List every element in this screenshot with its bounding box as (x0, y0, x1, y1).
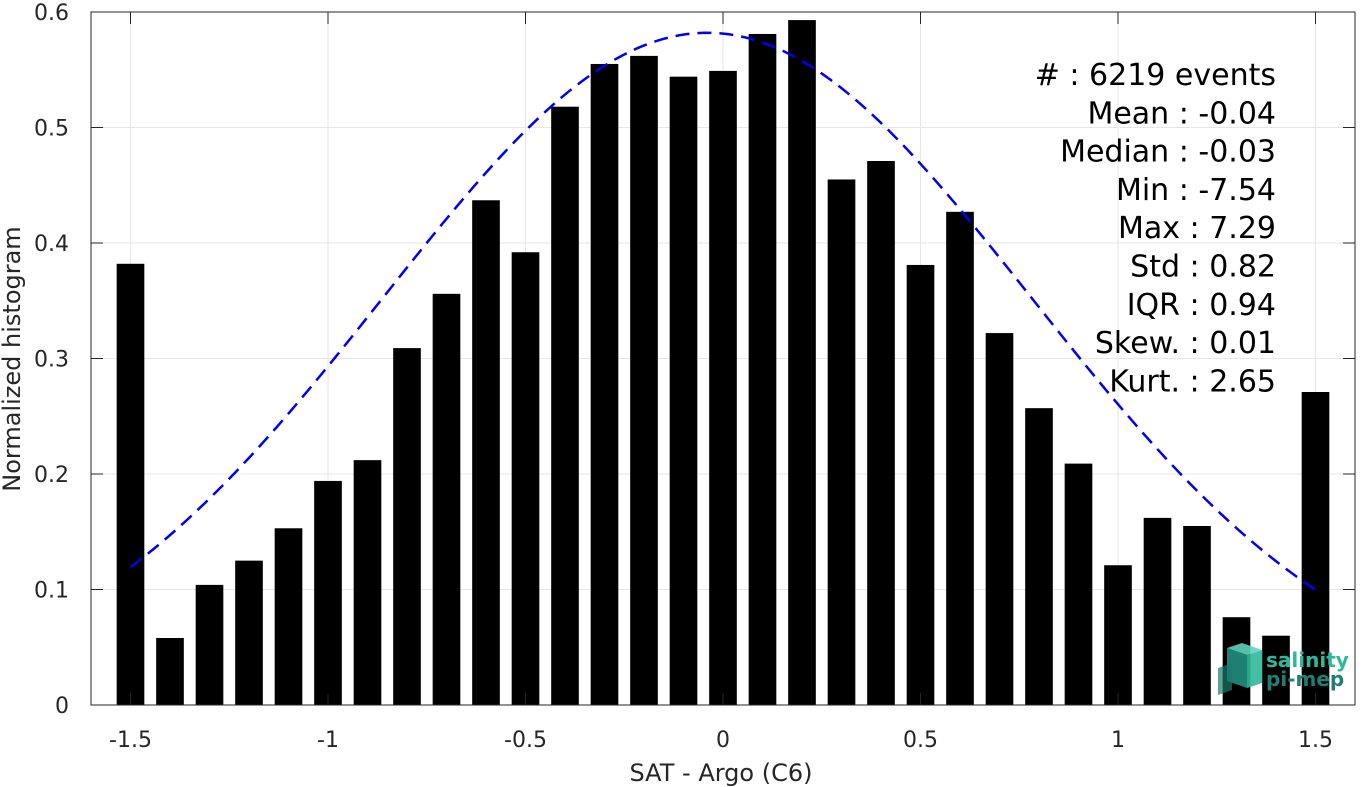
x-tick-label: -0.5 (504, 728, 547, 753)
histogram-bar (1025, 408, 1053, 705)
cube-logo-icon (1218, 643, 1262, 695)
x-tick-label: 1 (1111, 728, 1125, 753)
histogram-bar (946, 211, 974, 705)
histogram-bar (1183, 525, 1211, 705)
logo-text-line1: salinity (1266, 648, 1349, 672)
y-tick-labels: 0 0.1 0.2 0.3 0.4 0.5 0.6 (34, 1, 69, 719)
y-tick-label: 0 (55, 694, 69, 719)
histogram-bar (709, 70, 737, 705)
y-axis-label: Normalized histogram (0, 226, 26, 491)
y-tick-label: 0.5 (34, 117, 69, 142)
histogram-bar (393, 348, 421, 705)
y-tick-label: 0.1 (34, 579, 69, 604)
axis-ticks (91, 11, 1355, 706)
x-axis-label: SAT - Argo (C6) (630, 759, 813, 787)
x-tick-label: -1.5 (109, 728, 152, 753)
x-tick-label: 1.5 (1298, 728, 1333, 753)
y-tick-label: 0.3 (34, 348, 69, 373)
salinity-pimep-logo: salinity pi-mep (1218, 643, 1349, 695)
histogram-bar (235, 560, 263, 705)
stat-line: Kurt. : 2.65 (1109, 364, 1276, 399)
histogram-bar (1262, 635, 1290, 705)
histogram-bar (906, 264, 935, 705)
stat-line: Skew. : 0.01 (1095, 326, 1276, 361)
gaussian-fit-curve (129, 31, 1317, 591)
y-tick-label: 0.2 (34, 463, 69, 488)
histogram-bar (985, 333, 1014, 705)
histogram-bar (116, 263, 145, 705)
histogram-bar (590, 63, 619, 706)
x-tick-labels: -1.5 -1 -0.5 0 0.5 1 1.5 (109, 728, 1333, 753)
stat-line: IQR : 0.94 (1127, 288, 1276, 323)
stat-line: # : 6219 events (1035, 58, 1276, 93)
histogram-bar (472, 200, 500, 705)
histogram-bar (669, 76, 698, 706)
histogram-bar (1104, 565, 1132, 705)
y-tick-label: 0.6 (34, 1, 69, 26)
histogram-bar (827, 179, 856, 706)
logo-text-line2: pi-mep (1266, 667, 1344, 691)
histogram-bar (432, 293, 461, 705)
stat-line: Mean : -0.04 (1087, 96, 1276, 131)
stat-line: Median : -0.03 (1060, 135, 1276, 170)
x-tick-label: 0.5 (903, 728, 938, 753)
histogram-bar (156, 638, 184, 705)
x-tick-label: -1 (317, 728, 339, 753)
bar-series (116, 20, 1330, 706)
histogram-bar (511, 252, 540, 706)
x-tick-label: 0 (716, 728, 730, 753)
stat-line: Std : 0.82 (1130, 250, 1276, 285)
histogram-bar (551, 106, 579, 705)
histogram-bar (1143, 517, 1172, 705)
histogram-bar (788, 20, 816, 705)
histogram-bar (867, 160, 895, 705)
histogram-bar (314, 480, 342, 705)
stat-line: Max : 7.29 (1118, 211, 1276, 246)
y-tick-label: 0.4 (34, 232, 69, 257)
histogram-bar (748, 33, 777, 705)
stat-line: Min : -7.54 (1116, 173, 1276, 208)
histogram-bar (1064, 463, 1093, 705)
histogram-bar (195, 584, 224, 705)
histogram-bar (1301, 391, 1330, 705)
histogram-bar (274, 528, 303, 705)
histogram-bar (353, 460, 382, 705)
histogram-bar (630, 55, 658, 705)
